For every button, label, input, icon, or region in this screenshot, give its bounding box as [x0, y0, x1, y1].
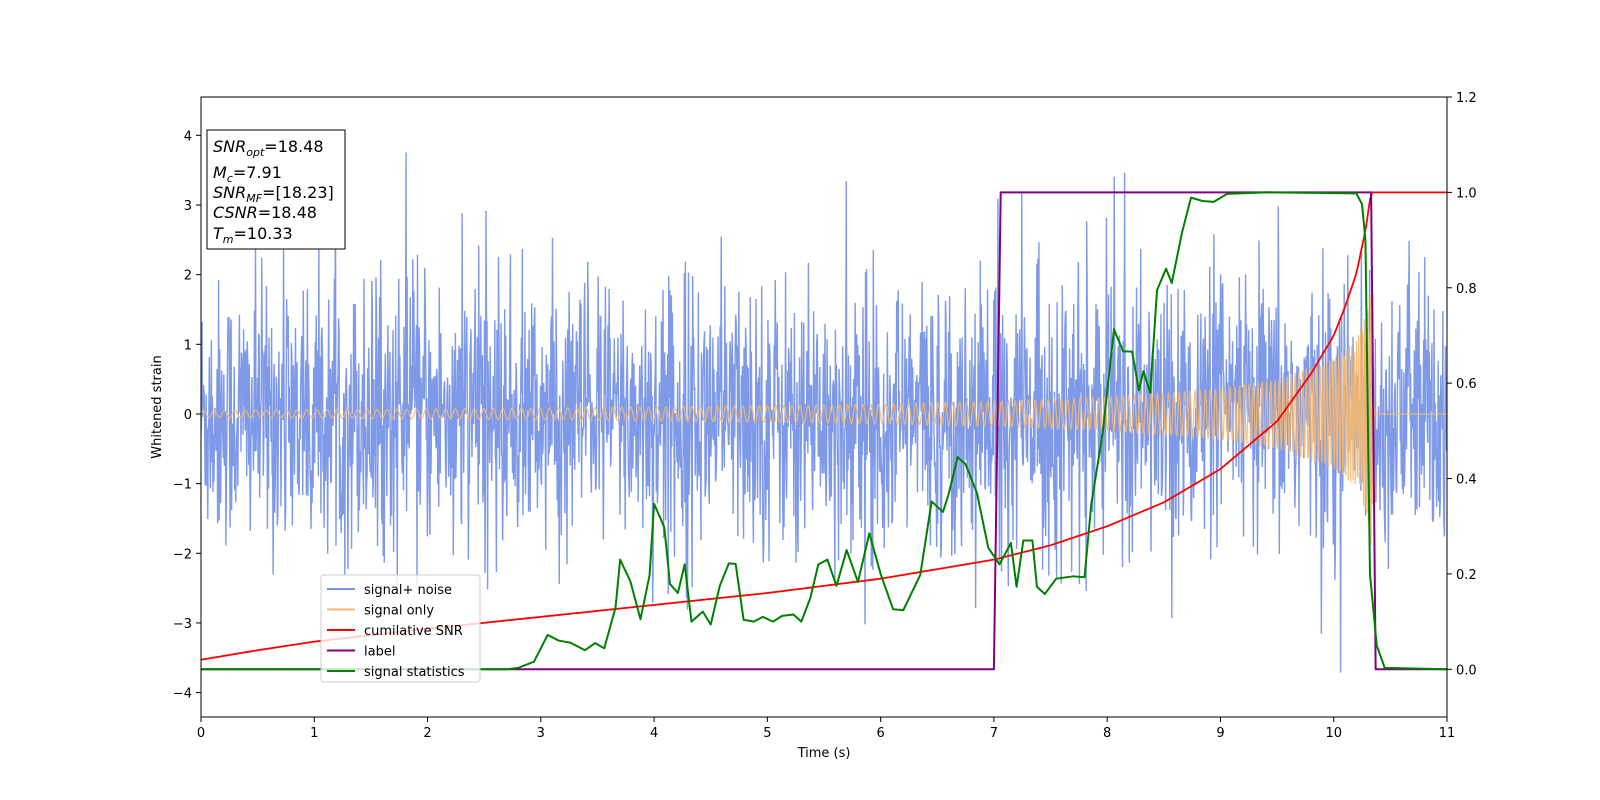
y-left-axis: −4 −3 −2 −1 0 1 2 3 4 [173, 129, 201, 702]
x-tick-label: 6 [876, 726, 884, 741]
y-left-tick-label: −3 [173, 617, 192, 632]
legend-frame [320, 574, 481, 683]
plot-frame [200, 96, 1448, 718]
info-csnr: CSNR=18.48 [213, 203, 317, 222]
info-snr-mf: SNRMF=[18.23] [213, 183, 334, 205]
y-right-tick-label: 0.4 [1456, 473, 1477, 488]
y-right-tick-label: 1.0 [1456, 186, 1477, 201]
x-tick-label: 10 [1325, 726, 1342, 741]
y-right-tick-label: 0.8 [1456, 282, 1477, 297]
series-signal-noise [201, 152, 1447, 673]
info-snr-opt: SNRopt=18.48 [213, 137, 324, 159]
x-tick-label: 7 [990, 726, 998, 741]
series-signal-statistics [201, 191, 1447, 671]
x-tick-label: 3 [537, 726, 545, 741]
y-left-tick-label: 0 [184, 408, 192, 423]
x-axis-label: Time (s) [797, 746, 851, 761]
y-right-tick-label: 0.2 [1456, 568, 1477, 583]
x-tick-label: 0 [197, 726, 205, 741]
y-left-tick-label: 4 [184, 129, 192, 144]
x-tick-label: 1 [310, 726, 318, 741]
legend-item-label: signal statistics [364, 665, 465, 680]
x-tick-label: 2 [423, 726, 431, 741]
legend-item-label: cumilative SNR [364, 624, 463, 639]
x-tick-label: 9 [1216, 726, 1224, 741]
legend-item-label: signal only [364, 604, 434, 619]
y-left-tick-label: −4 [173, 687, 192, 702]
legend: signal+ noise signal only cumilative SNR la… [320, 574, 481, 683]
x-tick-label: 11 [1439, 726, 1456, 741]
y-right-tick-label: 1.2 [1456, 91, 1477, 106]
y-left-tick-label: 1 [184, 338, 192, 353]
legend-item-label: label [364, 645, 395, 660]
y-right-axis: 0.0 0.2 0.4 0.6 0.8 1.0 1.2 [1447, 91, 1477, 678]
x-tick-label: 4 [650, 726, 658, 741]
series-signal-only [201, 295, 1447, 546]
series-label [201, 191, 1447, 671]
info-mc: Mc=7.91 [213, 163, 282, 185]
info-box: SNRopt=18.48 Mc=7.91 SNRMF=[18.23] CSNR=… [206, 129, 346, 250]
y-right-tick-label: 0.6 [1456, 377, 1477, 392]
x-tick-label: 8 [1103, 726, 1111, 741]
y-left-tick-label: 3 [184, 199, 192, 214]
y-left-tick-label: −2 [173, 547, 192, 562]
y-left-tick-label: −1 [173, 478, 192, 493]
y-axis-label: Whitened strain [150, 355, 165, 458]
legend-item-label: signal+ noise [364, 583, 452, 598]
x-axis: 0 1 2 3 4 5 6 7 8 9 10 11 [197, 717, 1455, 741]
y-left-tick-label: 2 [184, 269, 192, 284]
info-box-frame [206, 129, 346, 250]
y-right-tick-label: 0.0 [1456, 663, 1477, 678]
info-tm: Tm=10.33 [213, 224, 293, 246]
x-tick-label: 5 [763, 726, 771, 741]
